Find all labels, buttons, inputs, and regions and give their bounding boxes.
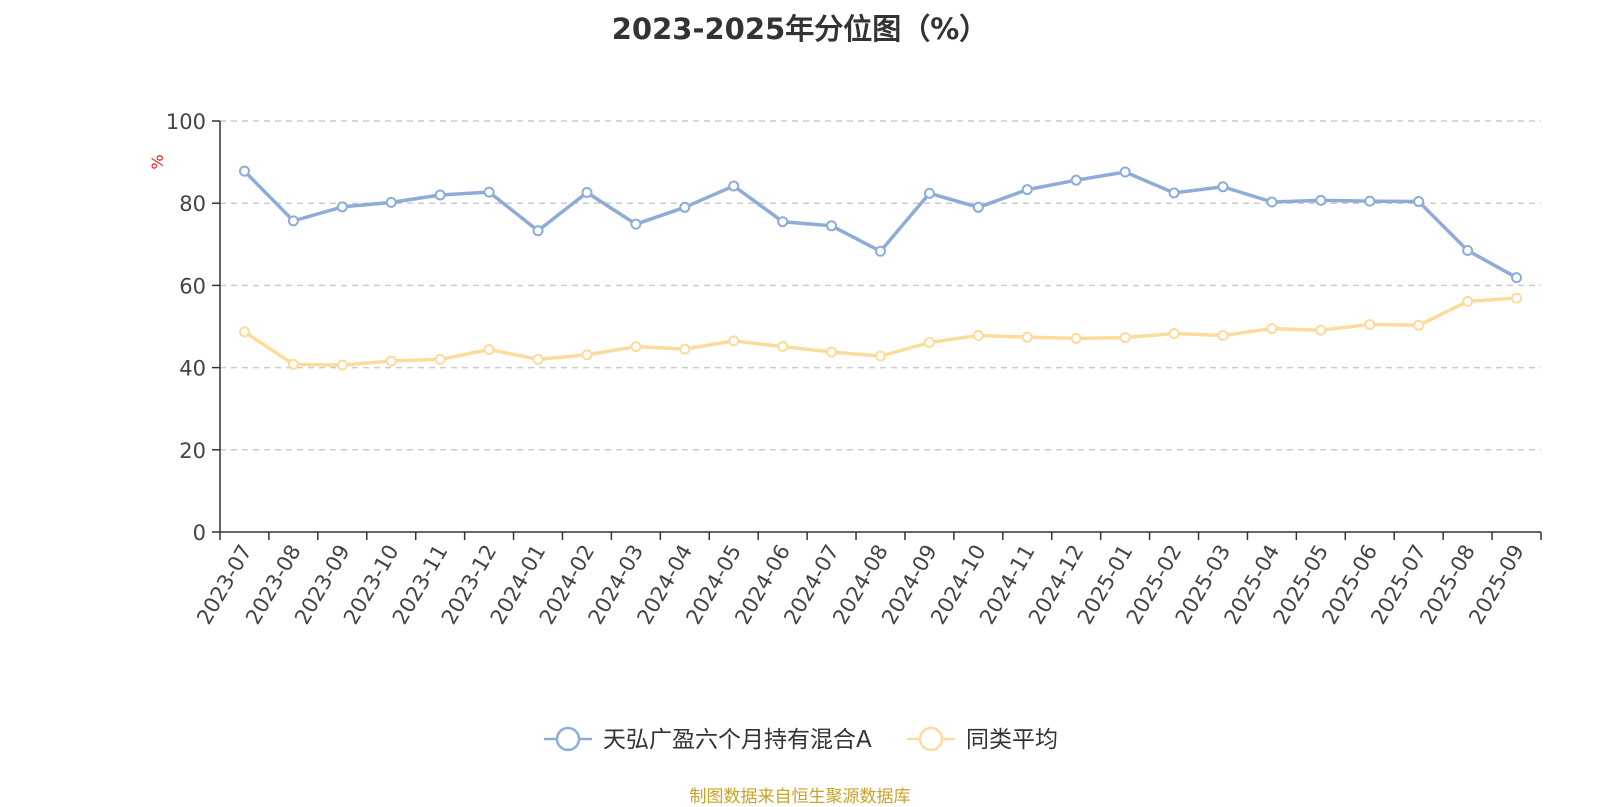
data-point: [385, 355, 397, 367]
data-point: [483, 344, 495, 356]
data-point: [1413, 196, 1425, 208]
data-point: [972, 330, 984, 342]
y-tick-label: 0: [193, 521, 206, 545]
data-point: [1119, 332, 1131, 344]
data-point: [1217, 181, 1229, 193]
series-line: [243, 169, 1518, 280]
data-point: [581, 349, 593, 361]
data-point: [1364, 318, 1376, 330]
data-point: [238, 165, 250, 177]
data-point: [1070, 332, 1082, 344]
data-point: [1315, 194, 1327, 206]
data-point: [679, 201, 691, 213]
legend-label: 天弘广盈六个月持有混合A: [603, 727, 872, 753]
data-point: [728, 335, 740, 347]
legend-marker: [555, 726, 581, 752]
data-point: [287, 358, 299, 370]
data-point: [777, 341, 789, 353]
data-point: [1266, 196, 1278, 208]
y-tick-label: 20: [179, 439, 206, 463]
data-point: [1315, 324, 1327, 336]
data-point: [1266, 323, 1278, 335]
data-point: [238, 326, 250, 338]
data-point: [875, 245, 886, 257]
chart-title: 2023-2025年分位图（%）: [611, 12, 989, 46]
data-point: [826, 220, 838, 232]
y-tick-label: 100: [166, 110, 206, 134]
data-point: [532, 353, 544, 365]
y-tick-label: 60: [179, 274, 206, 298]
data-point: [728, 180, 740, 192]
data-point: [1462, 295, 1474, 307]
data-point: [532, 225, 544, 237]
data-point: [434, 353, 446, 365]
legend-label: 同类平均: [966, 727, 1058, 753]
data-point: [875, 350, 886, 362]
data-point: [1119, 166, 1131, 178]
legend-marker: [918, 726, 944, 752]
data-point: [336, 201, 348, 213]
data-point: [923, 187, 935, 199]
data-point: [679, 343, 691, 355]
data-point: [1070, 174, 1082, 186]
y-tick-label: 40: [179, 357, 206, 381]
data-point: [972, 201, 984, 213]
data-point: [630, 341, 642, 353]
data-point: [1364, 195, 1376, 207]
source-note: 制图数据来自恒生聚源数据库: [689, 787, 911, 807]
data-point: [1511, 292, 1523, 304]
data-point: [287, 215, 299, 227]
data-point: [1168, 327, 1180, 339]
data-point: [1462, 244, 1474, 256]
y-tick-label: 80: [179, 192, 206, 216]
data-point: [923, 337, 935, 349]
data-point: [1511, 272, 1523, 284]
data-point: [777, 216, 789, 228]
data-point: [1021, 331, 1033, 343]
data-point: [581, 187, 593, 199]
data-point: [336, 359, 348, 371]
data-point: [385, 196, 397, 208]
data-point: [630, 218, 642, 230]
data-point: [483, 186, 495, 198]
data-point: [1168, 187, 1180, 199]
data-point: [826, 346, 838, 358]
data-point: [1021, 184, 1033, 196]
data-point: [1217, 330, 1229, 342]
data-point: [1413, 319, 1425, 331]
y-axis-label: %: [148, 154, 167, 169]
data-point: [434, 189, 446, 201]
